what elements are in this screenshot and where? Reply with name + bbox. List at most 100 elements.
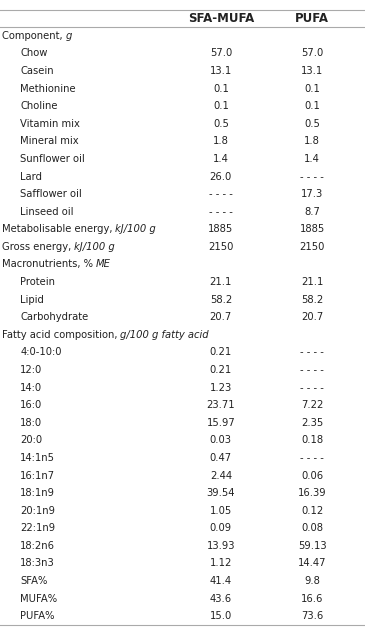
Text: 1885: 1885 [299,224,325,234]
Text: 7.22: 7.22 [301,400,323,410]
Text: 18:2n6: 18:2n6 [20,541,55,551]
Text: 14:0: 14:0 [20,382,42,392]
Text: 0.08: 0.08 [301,523,323,533]
Text: 0.21: 0.21 [210,348,232,358]
Text: g/100 g fatty acid: g/100 g fatty acid [120,330,209,340]
Text: 2150: 2150 [208,242,234,252]
Text: Lard: Lard [20,172,42,182]
Text: Safflower oil: Safflower oil [20,189,82,199]
Text: SFA%: SFA% [20,576,47,586]
Text: Methionine: Methionine [20,84,76,94]
Text: 15.0: 15.0 [210,611,232,621]
Text: Linseed oil: Linseed oil [20,207,74,216]
Text: 20.7: 20.7 [301,312,323,322]
Text: 58.2: 58.2 [210,294,232,304]
Text: 16:0: 16:0 [20,400,42,410]
Text: PUFA%: PUFA% [20,611,55,621]
Text: 16:1n7: 16:1n7 [20,470,55,480]
Text: Vitamin mix: Vitamin mix [20,119,80,128]
Text: - - - -: - - - - [300,382,324,392]
Text: - - - -: - - - - [209,207,233,216]
Text: 0.1: 0.1 [304,101,320,111]
Text: - - - -: - - - - [300,453,324,463]
Text: 4:0-10:0: 4:0-10:0 [20,348,62,358]
Text: 18:0: 18:0 [20,418,42,428]
Text: 0.1: 0.1 [213,101,229,111]
Text: 1.4: 1.4 [213,154,229,164]
Text: Chow: Chow [20,48,47,58]
Text: - - - -: - - - - [209,189,233,199]
Text: 20:1n9: 20:1n9 [20,506,55,516]
Text: 43.6: 43.6 [210,594,232,604]
Text: 2.44: 2.44 [210,470,232,480]
Text: 59.13: 59.13 [298,541,326,551]
Text: 1.4: 1.4 [304,154,320,164]
Text: Protein: Protein [20,277,55,287]
Text: 16.6: 16.6 [301,594,323,604]
Text: Sunflower oil: Sunflower oil [20,154,85,164]
Text: 39.54: 39.54 [207,488,235,498]
Text: 0.1: 0.1 [213,84,229,94]
Text: 1.05: 1.05 [210,506,232,516]
Text: 1.23: 1.23 [210,382,232,392]
Text: Casein: Casein [20,66,54,76]
Text: 13.93: 13.93 [207,541,235,551]
Text: 21.1: 21.1 [301,277,323,287]
Text: 0.47: 0.47 [210,453,232,463]
Text: 0.18: 0.18 [301,436,323,446]
Text: ME: ME [96,260,111,270]
Text: 73.6: 73.6 [301,611,323,621]
Text: 1885: 1885 [208,224,234,234]
Text: 2.35: 2.35 [301,418,323,428]
Text: 1.12: 1.12 [210,558,232,568]
Text: 2150: 2150 [299,242,325,252]
Text: kJ/100 g: kJ/100 g [74,242,115,252]
Text: 20.7: 20.7 [210,312,232,322]
Text: 16.39: 16.39 [298,488,326,498]
Text: 0.03: 0.03 [210,436,232,446]
Text: kJ/100 g: kJ/100 g [115,224,156,234]
Text: 8.7: 8.7 [304,207,320,216]
Text: 0.1: 0.1 [304,84,320,94]
Text: g: g [66,31,72,41]
Text: 21.1: 21.1 [210,277,232,287]
Text: Carbohydrate: Carbohydrate [20,312,88,322]
Text: 18:1n9: 18:1n9 [20,488,55,498]
Text: 20:0: 20:0 [20,436,42,446]
Text: 23.71: 23.71 [207,400,235,410]
Text: 0.09: 0.09 [210,523,232,533]
Text: 41.4: 41.4 [210,576,232,586]
Text: Mineral mix: Mineral mix [20,136,79,146]
Text: 13.1: 13.1 [210,66,232,76]
Text: - - - -: - - - - [300,172,324,182]
Text: Fatty acid composition,: Fatty acid composition, [2,330,120,340]
Text: 18:3n3: 18:3n3 [20,558,55,568]
Text: 0.5: 0.5 [304,119,320,128]
Text: Gross energy,: Gross energy, [2,242,74,252]
Text: - - - -: - - - - [300,348,324,358]
Text: 57.0: 57.0 [301,48,323,58]
Text: 1.8: 1.8 [213,136,229,146]
Text: Metabolisable energy,: Metabolisable energy, [2,224,115,234]
Text: 58.2: 58.2 [301,294,323,304]
Text: SFA-MUFA: SFA-MUFA [188,11,254,25]
Text: 9.8: 9.8 [304,576,320,586]
Text: 22:1n9: 22:1n9 [20,523,55,533]
Text: 0.5: 0.5 [213,119,229,128]
Text: 17.3: 17.3 [301,189,323,199]
Text: 0.21: 0.21 [210,365,232,375]
Text: 12:0: 12:0 [20,365,42,375]
Text: 0.06: 0.06 [301,470,323,480]
Text: 26.0: 26.0 [210,172,232,182]
Text: 14.47: 14.47 [298,558,326,568]
Text: MUFA%: MUFA% [20,594,57,604]
Text: - - - -: - - - - [300,365,324,375]
Text: 57.0: 57.0 [210,48,232,58]
Text: Macronutrients, %: Macronutrients, % [2,260,96,270]
Text: 13.1: 13.1 [301,66,323,76]
Text: 14:1n5: 14:1n5 [20,453,55,463]
Text: 0.12: 0.12 [301,506,323,516]
Text: Choline: Choline [20,101,58,111]
Text: Component,: Component, [2,31,66,41]
Text: 15.97: 15.97 [207,418,235,428]
